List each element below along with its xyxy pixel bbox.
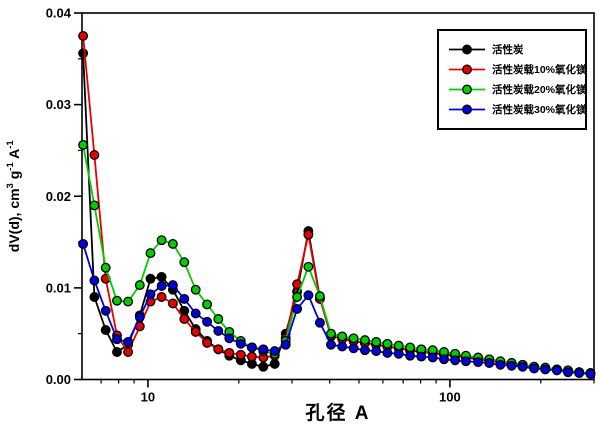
x-axis: 10 100 [100,379,595,405]
y-tick-label: 0.00 [46,372,71,387]
y-tick-label: 0.01 [46,280,71,295]
legend-label: 活性炭 [492,44,524,56]
y-axis: 0.00 0.01 0.02 0.03 0.04 [46,6,82,387]
legend-item-activated-carbon: 活性炭 [448,42,585,57]
x-tick-label: 10 [141,390,155,405]
y-axis-title: dV(d), cm3 g-1 A-1 [5,140,22,253]
y-tick-label: 0.03 [46,97,71,112]
y-tick-label: 0.02 [46,189,71,204]
series-3 [78,238,596,379]
y-tick-label: 0.04 [46,6,72,21]
legend-marker-green-icon [449,84,485,95]
legend-item-mgo-20: 活性炭载20%氧化镁 [448,82,587,97]
legend-label: 活性炭载20%氧化镁 [492,84,587,96]
legend-label: 活性炭载30%氧化镁 [492,104,587,116]
series-2 [78,139,596,379]
legend-label: 活性炭载10%氧化镁 [492,64,587,76]
x-axis-title: 孔径 A [305,403,371,424]
legend-item-mgo-10: 活性炭载10%氧化镁 [448,62,587,77]
legend-marker-black-icon [449,44,485,55]
legend-item-mgo-30: 活性炭载30%氧化镁 [448,102,587,117]
legend-marker-blue-icon [449,104,485,115]
x-tick-label: 100 [439,390,461,405]
legend-marker-red-icon [449,64,485,75]
legend-box: 活性炭 活性炭载10%氧化镁 活性炭载20%氧化镁 活性炭载30%氧化镁 [437,29,587,130]
